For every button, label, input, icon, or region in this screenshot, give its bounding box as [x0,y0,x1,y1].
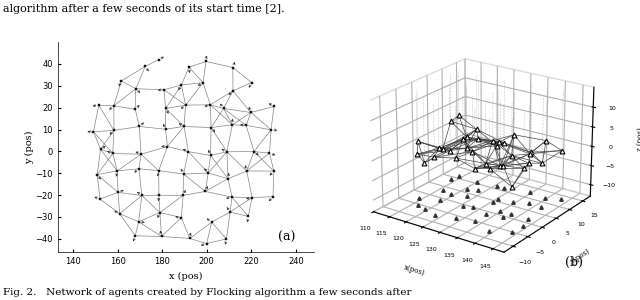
Text: (b): (b) [565,256,583,268]
X-axis label: x(pos): x(pos) [403,263,426,277]
Text: algorithm after a few seconds of its start time [2].: algorithm after a few seconds of its sta… [3,4,285,14]
Text: Fig. 2.   Network of agents created by Flocking algorithm a few seconds after: Fig. 2. Network of agents created by Flo… [3,288,412,297]
Y-axis label: y(pos): y(pos) [568,248,591,266]
Text: (a): (a) [278,231,296,244]
Y-axis label: y (pos): y (pos) [24,130,34,164]
X-axis label: x (pos): x (pos) [169,272,202,280]
